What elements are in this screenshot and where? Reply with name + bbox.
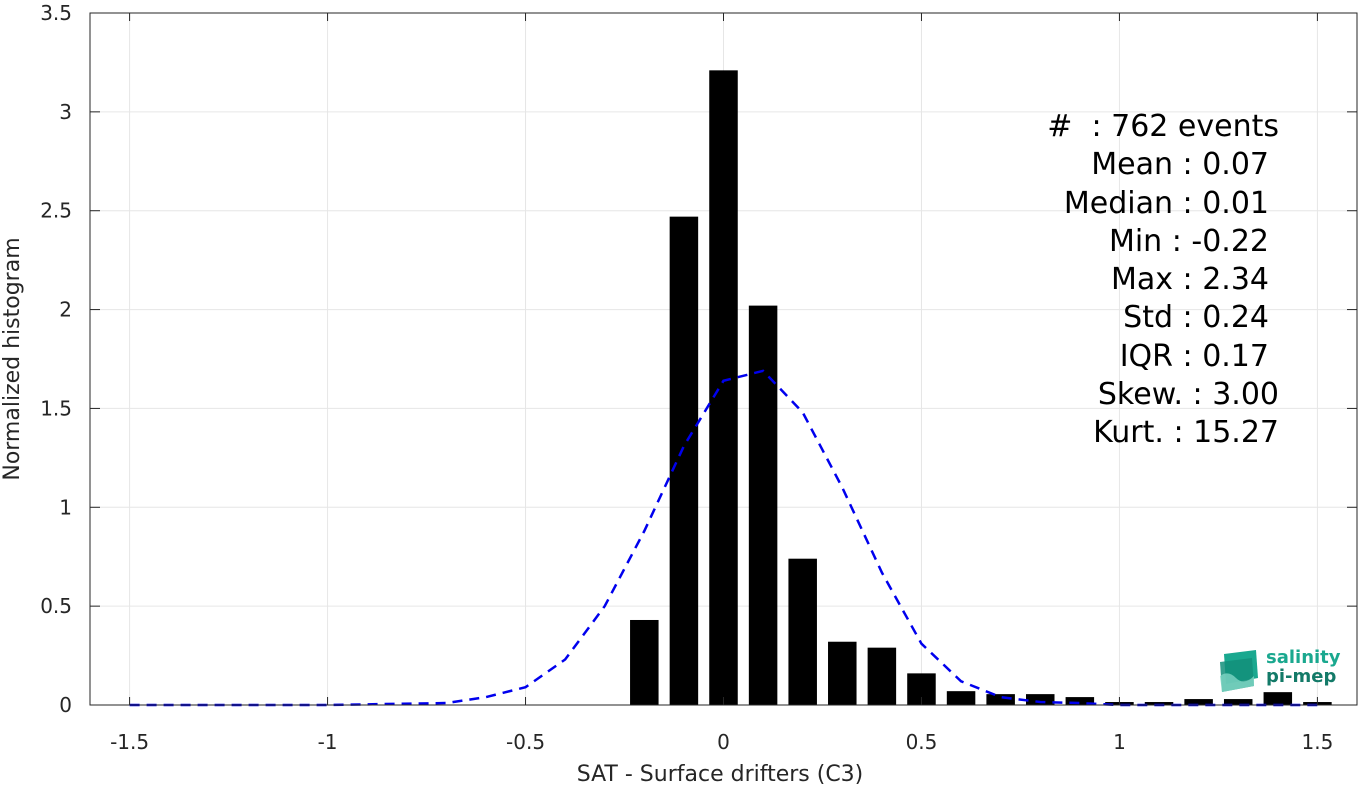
y-tick-label: 0	[59, 693, 72, 717]
y-tick-label: 1.5	[40, 396, 72, 420]
histogram-bars	[630, 70, 1332, 705]
stat-skew: Skew. : 3.00	[1097, 377, 1279, 413]
x-tick-label: -1.5	[110, 730, 149, 754]
x-tick-label: 1	[1113, 730, 1126, 754]
histogram-bar	[1223, 699, 1253, 705]
logo-text: salinity pi-mep	[1266, 648, 1341, 686]
histogram-bar	[788, 558, 817, 705]
stat-max: Max : 2.34	[1111, 262, 1269, 298]
logo-line-2: pi-mep	[1266, 666, 1337, 687]
y-axis-label: Normalized histogram	[0, 237, 25, 480]
y-tick-label: 3	[59, 100, 72, 124]
x-tick-label: 1.5	[1302, 730, 1334, 754]
histogram-bar	[1025, 694, 1055, 705]
y-tick-label: 0.5	[40, 594, 72, 618]
y-tick-label: 2.5	[40, 199, 72, 223]
histogram-bar	[1184, 699, 1213, 705]
histogram-bar	[630, 619, 659, 705]
logo-line-1: salinity	[1266, 647, 1341, 668]
stat-std: Std : 0.24	[1123, 300, 1269, 336]
fit-curve	[129, 369, 1318, 707]
histogram-bar	[709, 70, 738, 705]
histogram-bar	[748, 305, 778, 705]
x-tick-label: -1	[318, 730, 338, 754]
stat-mean: Mean : 0.07	[1091, 147, 1269, 183]
histogram-bar	[669, 216, 699, 705]
stat-iqr: IQR : 0.17	[1119, 338, 1269, 374]
histogram-bar	[1263, 692, 1293, 705]
x-axis-label: SAT - Surface drifters (C3)	[577, 762, 864, 785]
y-tick-label: 1	[59, 495, 72, 519]
x-tick-label: 0	[717, 730, 730, 754]
axes-ticks: -1.5 -1 -0.5 0 0.5 1 1.5 0 0.5 1 1.5 2 2.5 3 3.5	[40, 1, 1357, 754]
histogram-bar	[946, 691, 976, 705]
stat-count: # : 762 events	[1047, 109, 1279, 144]
histogram-bar	[867, 647, 897, 705]
stat-min: Min : -0.22	[1108, 223, 1269, 259]
y-tick-label: 2	[59, 298, 72, 322]
stat-median: Median : 0.01	[1063, 185, 1269, 221]
histogram-bar	[1144, 702, 1174, 705]
salinity-pimep-logo: salinity pi-mep	[1218, 648, 1348, 694]
y-tick-label: 3.5	[40, 1, 72, 25]
histogram-bar	[1065, 697, 1095, 705]
histogram-bar	[828, 641, 857, 705]
statistics-panel: # : 762 events Mean : 0.07 Median : 0.01…	[1047, 108, 1279, 453]
x-tick-label: 0.5	[906, 730, 938, 754]
x-tick-label: -0.5	[506, 730, 545, 754]
logo-icon	[1220, 650, 1258, 692]
stat-kurt: Kurt. : 15.27	[1093, 415, 1279, 451]
histogram-bar	[986, 694, 1015, 705]
